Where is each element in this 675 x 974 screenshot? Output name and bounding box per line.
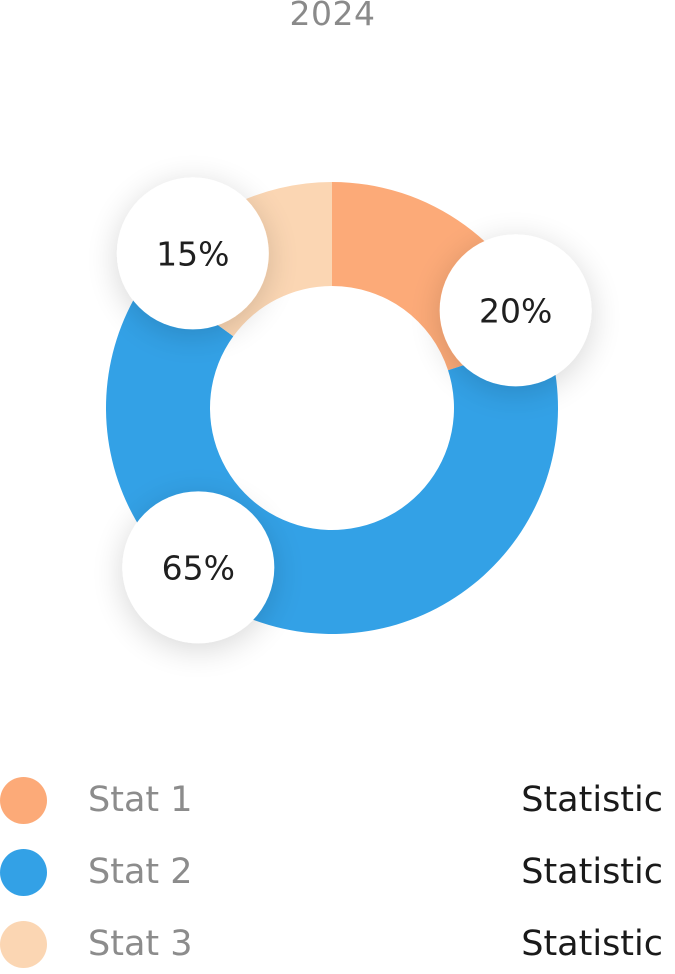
bubble-circle [122,491,275,644]
chart-title: 2024 [289,0,376,33]
legend-label: Stat 2 [88,852,193,892]
bubble-circle [116,177,269,330]
legend-item: Stat 3 Statistic [0,914,675,974]
legend-item: Stat 2 Statistic [0,842,675,902]
legend-label: Stat 1 [88,780,193,820]
legend-item: Stat 1 Statistic [0,770,675,830]
legend-value: Statistic [521,924,663,964]
legend-value: Statistic [521,852,663,892]
legend-swatch [0,921,47,968]
legend-value: Statistic [521,780,663,820]
legend-label: Stat 3 [88,924,193,964]
donut-chart: 20% 65% 15% [106,177,592,644]
legend-swatch [0,849,47,896]
legend-swatch [0,777,47,824]
slice-value-label: 15% [156,234,229,273]
slice-value-label: 65% [162,548,235,587]
bubble-circle [439,234,592,387]
value-bubble-3: 15% [116,177,269,330]
value-bubble-2: 65% [122,491,275,644]
slice-value-label: 20% [479,291,552,330]
value-bubble-1: 20% [439,234,592,387]
